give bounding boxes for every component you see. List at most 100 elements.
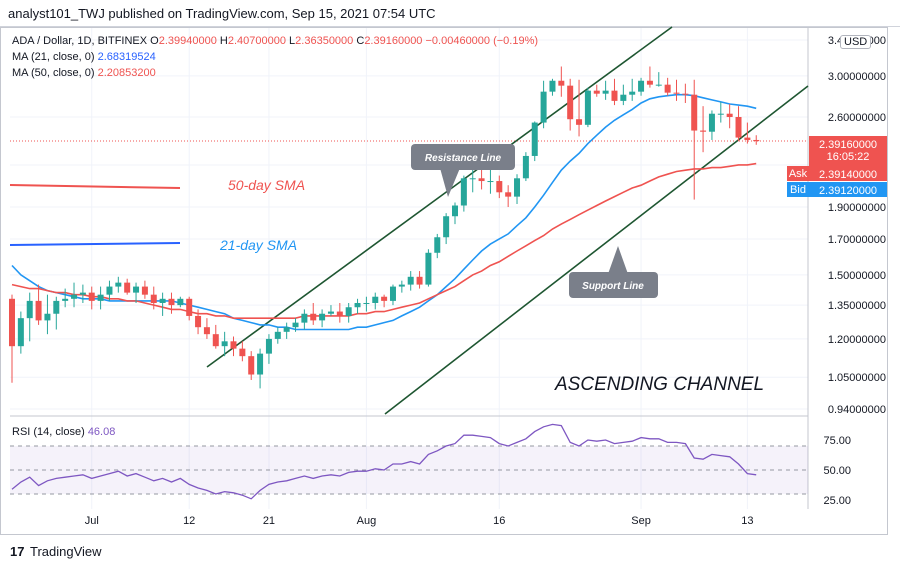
currency-button[interactable]: USD [840, 35, 872, 49]
candle-body [133, 286, 140, 293]
candle-body [141, 286, 148, 295]
grid-layer [10, 28, 809, 509]
last-price-label-bg [809, 136, 887, 166]
footer-brand: TradingView [30, 544, 102, 559]
candle-body [71, 294, 78, 299]
publish-header: analyst101_TWJ published on TradingView.… [0, 0, 900, 27]
candle-body [496, 181, 503, 193]
candle-body [97, 294, 104, 301]
price-tick-label: 3.00000000 [828, 71, 886, 83]
candle-body [655, 84, 662, 86]
candle-body [106, 286, 113, 295]
bid-tag-bg [787, 182, 810, 197]
candle-body [611, 90, 618, 101]
candle-body [345, 307, 352, 316]
candle-body [540, 91, 547, 123]
candle-body [319, 313, 326, 321]
bid-tag: Bid [790, 184, 806, 196]
candle-body [567, 85, 574, 120]
candles-layer [9, 66, 760, 389]
candle-body [505, 192, 512, 197]
chart-canvas[interactable]: 3.400000003.000000002.600000002.20000000… [0, 0, 900, 540]
channel-annotation: ASCENDING CHANNEL [554, 374, 764, 395]
rsi-line [11, 423, 757, 500]
candle-body [9, 298, 15, 347]
candle-body [195, 315, 202, 328]
candle-body [363, 302, 370, 304]
candle-body [576, 119, 583, 125]
candle-body [646, 80, 653, 85]
candle-body [53, 300, 60, 314]
candle-body [664, 84, 671, 93]
price-tick-label: 1.90000000 [828, 202, 886, 214]
rsi-tick-label: 75.00 [823, 435, 851, 447]
candle-body [708, 113, 715, 132]
sma50-annotation: 50-day SMA [228, 177, 305, 193]
resistance-callout-bg [411, 144, 515, 170]
rsi-pane [10, 423, 808, 500]
resistance-line [206, 26, 673, 368]
legend-high: 2.40700000 [227, 35, 286, 47]
sma21-legend-segment [9, 242, 181, 246]
legend-open-label: O [150, 35, 159, 47]
legend-close: 2.39160000 [364, 35, 423, 47]
ascending-channel-lines [206, 26, 809, 415]
candle-body [301, 313, 308, 323]
legend-ma50-label: MA (50, close, 0) [12, 67, 95, 79]
candle-body [558, 80, 565, 86]
candle-body [354, 302, 361, 308]
legend-ma21-value: 2.68319524 [97, 51, 156, 63]
time-tick-label: 12 [183, 515, 195, 527]
candle-body [629, 91, 636, 95]
time-tick-label: Jul [85, 515, 99, 527]
legend-ma21: MA (21, close, 0) 2.68319524 [12, 51, 156, 63]
bid-price-label: 2.39120000 [819, 185, 877, 197]
time-tick-label: 21 [263, 515, 275, 527]
legend-symbol: ADA / Dollar, 1D, BITFINEX [12, 35, 148, 47]
candle-body [35, 300, 42, 321]
candle-body [425, 252, 432, 285]
candle-body [177, 298, 184, 306]
candle-body [443, 216, 450, 238]
support-callout-bg [569, 272, 658, 298]
candle-body [744, 137, 751, 140]
candle-body [638, 80, 645, 92]
sma50-legend-segment [9, 184, 181, 189]
legend-low-label: L [289, 35, 296, 47]
candle-body [336, 311, 343, 316]
last-price-label: 2.39160000 [819, 139, 877, 151]
legend-ohlc: ADA / Dollar, 1D, BITFINEX O2.39940000 H… [12, 35, 538, 47]
time-tick-label: 13 [741, 515, 753, 527]
legend-ma50-value: 2.20853200 [97, 67, 156, 79]
price-tick-label: 1.05000000 [828, 372, 886, 384]
candle-body [159, 298, 166, 303]
rsi-band [10, 446, 808, 494]
candle-body [522, 155, 529, 179]
footer: 17 TradingView [0, 537, 900, 567]
candle-body [407, 276, 414, 285]
legend-ma50: MA (50, close, 0) 2.20853200 [12, 67, 156, 79]
candle-body [452, 205, 458, 217]
candle-body [620, 94, 627, 101]
candle-body [514, 178, 521, 197]
price-tick-label: 1.50000000 [828, 270, 886, 282]
rsi-label: RSI (14, close) [12, 426, 85, 438]
ask-tag: Ask [789, 168, 808, 180]
candle-body [257, 353, 264, 375]
candle-body [372, 296, 379, 303]
candle-body [469, 178, 476, 180]
sma21-annotation: 21-day SMA [219, 237, 297, 253]
candle-body [726, 113, 733, 117]
candle-body [283, 327, 290, 332]
time-tick-label: Sep [631, 515, 651, 527]
countdown-label: 16:05:22 [827, 151, 870, 163]
candle-body [416, 276, 423, 285]
resistance-callout: Resistance Line [425, 153, 502, 164]
candle-body [460, 178, 467, 206]
candle-body [44, 313, 51, 321]
candle-body [691, 94, 698, 131]
chart-frame [0, 27, 888, 535]
candle-body [17, 318, 24, 347]
bid-price-label-bg [809, 182, 887, 197]
ask-price-label-bg [809, 166, 887, 181]
